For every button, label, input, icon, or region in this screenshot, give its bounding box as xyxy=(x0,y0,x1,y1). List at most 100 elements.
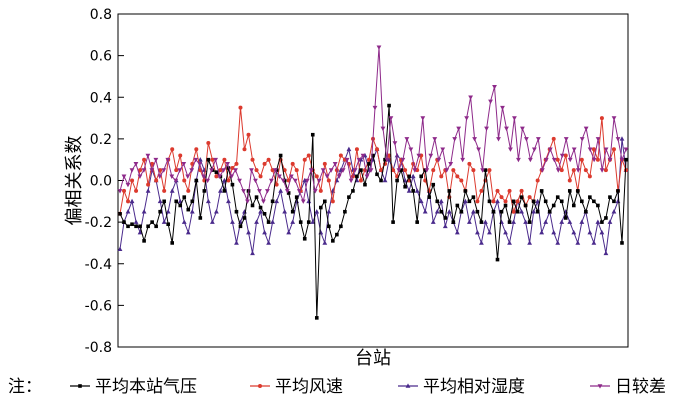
data-point xyxy=(292,178,298,184)
data-point xyxy=(399,168,403,172)
data-point xyxy=(332,162,338,167)
data-point xyxy=(270,199,275,204)
data-point xyxy=(404,137,410,142)
data-point xyxy=(472,137,477,142)
data-point xyxy=(141,209,147,214)
data-point xyxy=(442,223,448,229)
data-point xyxy=(567,157,573,163)
data-point xyxy=(575,240,581,245)
data-point xyxy=(571,168,576,173)
data-point xyxy=(515,209,520,214)
legend-item: 平均本站气压 xyxy=(70,377,197,397)
data-point xyxy=(527,240,533,245)
data-point xyxy=(459,178,464,183)
data-point xyxy=(122,220,126,224)
data-point xyxy=(484,126,489,132)
data-point xyxy=(327,224,331,229)
data-point xyxy=(222,189,227,193)
data-point xyxy=(603,250,609,256)
data-point xyxy=(304,178,310,184)
data-point xyxy=(266,220,271,224)
data-point xyxy=(234,209,239,214)
series-layer xyxy=(117,45,629,320)
data-point xyxy=(623,147,629,152)
data-point xyxy=(435,199,440,204)
data-point xyxy=(454,229,460,235)
data-point xyxy=(587,174,592,179)
data-point xyxy=(463,189,468,193)
data-point xyxy=(446,209,452,214)
data-point xyxy=(619,136,625,141)
data-point xyxy=(367,162,371,166)
data-point xyxy=(462,198,468,204)
data-point xyxy=(475,229,480,235)
data-point xyxy=(170,147,175,152)
data-point xyxy=(78,384,82,388)
data-point xyxy=(206,157,211,162)
data-point xyxy=(308,168,314,173)
data-point xyxy=(620,241,624,245)
data-point xyxy=(129,168,135,173)
data-point xyxy=(234,161,239,166)
data-point xyxy=(241,189,246,194)
data-point xyxy=(181,162,187,167)
data-point xyxy=(298,220,303,224)
data-point xyxy=(512,116,517,121)
data-point xyxy=(591,240,597,245)
data-point xyxy=(491,209,496,214)
data-point xyxy=(146,182,151,187)
data-point xyxy=(161,219,167,224)
data-point xyxy=(290,219,296,224)
data-point xyxy=(580,199,584,204)
legend-label: 日较差 xyxy=(615,377,666,397)
data-point xyxy=(338,153,343,158)
data-point xyxy=(559,199,564,204)
data-point xyxy=(571,229,577,235)
data-point xyxy=(154,178,159,183)
data-point xyxy=(511,199,516,204)
data-point xyxy=(145,188,151,193)
data-point xyxy=(145,153,151,159)
data-point xyxy=(543,157,549,163)
legend-prefix: 注： xyxy=(8,377,42,397)
data-point xyxy=(535,137,541,142)
data-point xyxy=(343,209,347,214)
data-point xyxy=(535,198,541,204)
data-point xyxy=(262,229,267,235)
data-point xyxy=(531,209,537,214)
data-point xyxy=(515,199,520,204)
data-point xyxy=(363,182,367,187)
data-point xyxy=(527,195,532,200)
data-point xyxy=(158,168,163,173)
data-point xyxy=(559,168,564,173)
data-point xyxy=(571,203,576,208)
data-point xyxy=(371,153,375,158)
data-point xyxy=(579,137,585,142)
data-point xyxy=(359,168,363,172)
data-point xyxy=(619,157,625,163)
data-point xyxy=(535,178,540,183)
data-point xyxy=(551,136,556,141)
data-point xyxy=(483,168,488,172)
data-point xyxy=(603,147,609,152)
data-point xyxy=(351,189,355,193)
data-point xyxy=(322,161,327,166)
data-point xyxy=(134,224,138,229)
data-point xyxy=(306,220,311,224)
data-point xyxy=(443,216,448,220)
data-point xyxy=(278,153,283,158)
data-point xyxy=(234,240,239,245)
data-point xyxy=(270,219,276,224)
data-point xyxy=(178,153,183,158)
data-point xyxy=(142,239,146,243)
data-point xyxy=(531,147,537,152)
data-point xyxy=(238,224,243,229)
data-point xyxy=(379,178,383,183)
data-point xyxy=(448,162,454,167)
data-point xyxy=(519,188,524,193)
data-point xyxy=(387,153,392,158)
data-point xyxy=(258,205,263,210)
data-point xyxy=(318,205,323,210)
data-point xyxy=(262,161,267,166)
data-point xyxy=(274,182,279,187)
